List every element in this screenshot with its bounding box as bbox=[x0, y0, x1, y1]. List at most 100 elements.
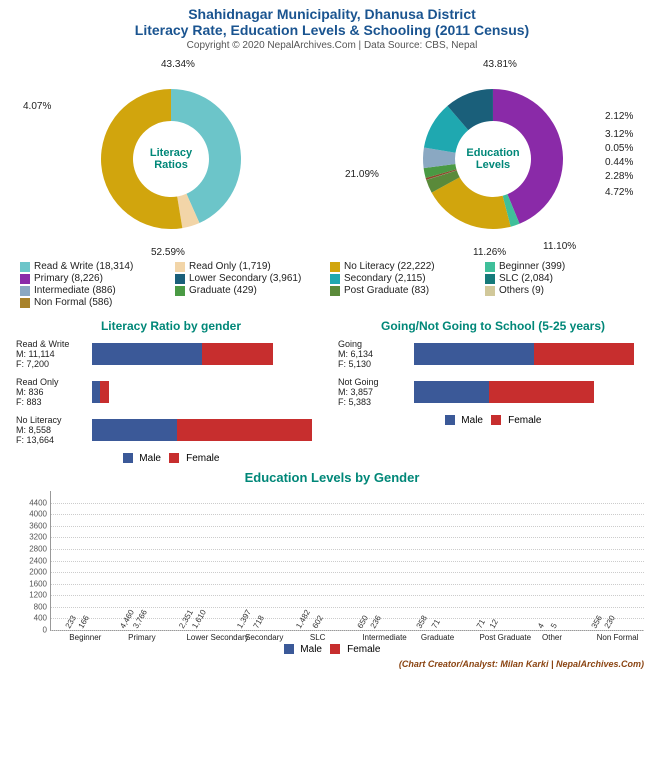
male-value: 233 bbox=[63, 614, 77, 630]
gridline bbox=[51, 561, 644, 562]
legend-swatch bbox=[20, 262, 30, 272]
legend-swatch bbox=[330, 286, 340, 296]
legend-item: Post Graduate (83) bbox=[330, 285, 485, 296]
legend-text: Graduate (429) bbox=[189, 285, 257, 296]
legend-text: Lower Secondary (3,961) bbox=[189, 273, 301, 284]
slice-label: 0.05% bbox=[605, 143, 633, 154]
combined-legend: Read & Write (18,314)Read Only (1,719)No… bbox=[0, 259, 664, 317]
gridline bbox=[51, 526, 644, 527]
legend-text: Primary (8,226) bbox=[34, 273, 103, 284]
legend-item: No Literacy (22,222) bbox=[330, 261, 485, 272]
legend-text: Non Formal (586) bbox=[34, 297, 112, 308]
legend-item: Read Only (1,719) bbox=[175, 261, 330, 272]
hbar-label: No LiteracyM: 8,558F: 13,664 bbox=[16, 415, 92, 445]
legend-text: Secondary (2,115) bbox=[344, 273, 426, 284]
legend-item: Intermediate (886) bbox=[20, 285, 175, 296]
legend-item: Primary (8,226) bbox=[20, 273, 175, 284]
hbar-label: Read & WriteM: 11,114F: 7,200 bbox=[16, 339, 92, 369]
ytick: 2000 bbox=[21, 568, 47, 577]
slice-label: 2.12% bbox=[605, 111, 633, 122]
hbar-bars bbox=[414, 381, 648, 403]
legend-swatch bbox=[330, 262, 340, 272]
legend-text: SLC (2,084) bbox=[499, 273, 553, 284]
xlabel: Beginner bbox=[69, 633, 97, 642]
hbar-bars bbox=[92, 381, 326, 403]
male-swatch bbox=[284, 644, 294, 654]
donut-row: Literacy Ratios43.34%4.07%52.59% Educati… bbox=[0, 55, 664, 259]
male-value: 4 bbox=[536, 622, 546, 630]
hbar-legend: Male Female bbox=[16, 453, 326, 464]
main-title: Shahidnagar Municipality, Dhanusa Distri… bbox=[0, 0, 664, 22]
female-value: 166 bbox=[76, 614, 90, 630]
ytick: 3600 bbox=[21, 521, 47, 530]
female-bar bbox=[177, 419, 312, 441]
female-value: 236 bbox=[369, 614, 383, 630]
female-bar bbox=[202, 343, 273, 365]
slice-label: 21.09% bbox=[345, 169, 379, 180]
ytick: 1200 bbox=[21, 591, 47, 600]
slice-label: 52.59% bbox=[151, 247, 185, 258]
female-swatch bbox=[491, 415, 501, 425]
gridline bbox=[51, 595, 644, 596]
hbar-label: Not GoingM: 3,857F: 5,383 bbox=[338, 377, 414, 407]
legend-swatch bbox=[20, 298, 30, 308]
male-value: 650 bbox=[356, 614, 370, 630]
ytick: 1600 bbox=[21, 579, 47, 588]
hbar-bars bbox=[92, 343, 326, 365]
legend-swatch bbox=[485, 286, 495, 296]
legend-swatch bbox=[175, 286, 185, 296]
gridline bbox=[51, 572, 644, 573]
legend-text: Beginner (399) bbox=[499, 261, 565, 272]
legend-item: Non Formal (586) bbox=[20, 297, 175, 308]
male-bar bbox=[414, 343, 534, 365]
slice-label: 43.34% bbox=[161, 59, 195, 70]
ytick: 800 bbox=[21, 602, 47, 611]
legend-item: Others (9) bbox=[485, 285, 640, 296]
education-donut: Education Levels43.81%2.12%21.09%3.12%0.… bbox=[343, 59, 643, 259]
subtitle: Literacy Rate, Education Levels & School… bbox=[0, 22, 664, 38]
ytick: 2400 bbox=[21, 556, 47, 565]
gridline bbox=[51, 514, 644, 515]
literacy-donut: Literacy Ratios43.34%4.07%52.59% bbox=[21, 59, 321, 259]
hbar-label: GoingM: 6,134F: 5,130 bbox=[338, 339, 414, 369]
legend-text: Others (9) bbox=[499, 285, 544, 296]
xlabel: Lower Secondary bbox=[186, 633, 214, 642]
xlabel: Non Formal bbox=[597, 633, 625, 642]
ytick: 2800 bbox=[21, 544, 47, 553]
vbar-chart: 0 400 800 1200 1600 2000 2400 2800 3200 … bbox=[50, 491, 644, 631]
slice-label: 11.10% bbox=[543, 241, 576, 252]
hbar-title: Going/Not Going to School (5-25 years) bbox=[338, 319, 648, 333]
legend-swatch bbox=[175, 262, 185, 272]
male-value: 71 bbox=[475, 618, 487, 630]
vbar-legend: Male Female bbox=[20, 644, 644, 655]
male-label: Male bbox=[300, 644, 322, 655]
female-bar bbox=[489, 381, 594, 403]
legend-text: Intermediate (886) bbox=[34, 285, 116, 296]
legend-item: Beginner (399) bbox=[485, 261, 640, 272]
male-value: 358 bbox=[414, 614, 428, 630]
schooling-chart: Going/Not Going to School (5-25 years) G… bbox=[338, 319, 648, 464]
female-swatch bbox=[169, 453, 179, 463]
male-bar bbox=[92, 343, 202, 365]
female-label: Female bbox=[347, 644, 380, 655]
legend-swatch bbox=[330, 274, 340, 284]
male-bar bbox=[92, 381, 100, 403]
gridline bbox=[51, 537, 644, 538]
hbar-group: Read OnlyM: 836F: 883 bbox=[16, 377, 326, 407]
hbar-group: Read & WriteM: 11,114F: 7,200 bbox=[16, 339, 326, 369]
legend-text: Read & Write (18,314) bbox=[34, 261, 133, 272]
xlabel: SLC bbox=[304, 633, 332, 642]
slice-label: 4.72% bbox=[605, 187, 633, 198]
ytick: 4400 bbox=[21, 498, 47, 507]
xlabel: Other bbox=[538, 633, 566, 642]
legend-swatch bbox=[20, 274, 30, 284]
vbar-title: Education Levels by Gender bbox=[20, 470, 644, 485]
xlabel: Intermediate bbox=[362, 633, 390, 642]
male-bar bbox=[92, 419, 177, 441]
female-value: 602 bbox=[310, 614, 324, 630]
hbar-label: Read OnlyM: 836F: 883 bbox=[16, 377, 92, 407]
ytick: 3200 bbox=[21, 533, 47, 542]
xlabel: Post Graduate bbox=[479, 633, 507, 642]
xlabel: Primary bbox=[128, 633, 156, 642]
female-swatch bbox=[330, 644, 340, 654]
